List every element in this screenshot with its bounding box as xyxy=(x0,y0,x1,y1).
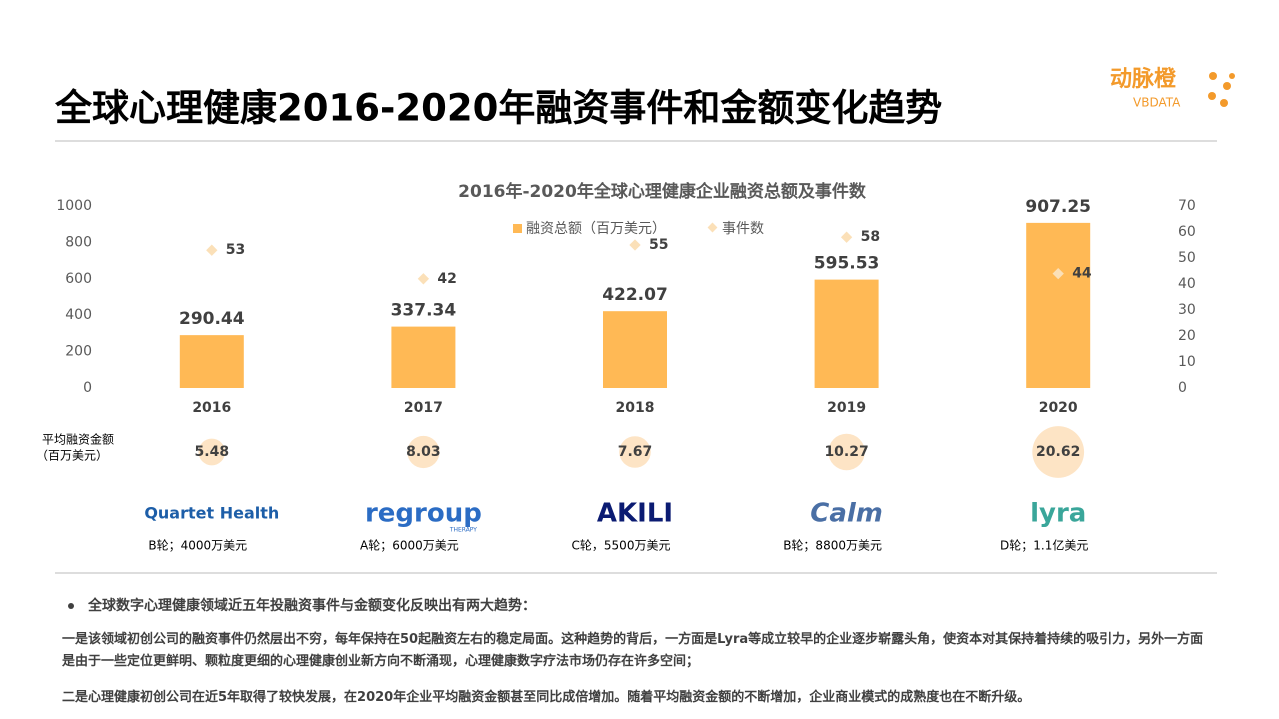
company-logo-sub: THERAPY xyxy=(449,527,477,534)
bullet-dot xyxy=(68,603,74,609)
avg-label: 平均融资金额 xyxy=(42,432,114,447)
y2-tick-label: 40 xyxy=(1178,276,1196,292)
x-tick-label: 2017 xyxy=(404,400,443,416)
company-round: B轮；8800万美元 xyxy=(783,539,882,553)
avg-bubble xyxy=(1032,426,1085,478)
y2-tick-label: 70 xyxy=(1178,198,1196,214)
avg-bubble xyxy=(198,438,226,466)
legend-swatch xyxy=(707,222,718,233)
event-value-label: 42 xyxy=(437,271,456,287)
avg-value-label: 5.48 xyxy=(195,444,230,460)
legend-swatch xyxy=(513,224,522,233)
avg-value-label: 10.27 xyxy=(824,444,868,460)
slide-title: 全球心理健康2016-2020年融资事件和金额变化趋势 xyxy=(54,87,942,130)
legend-label: 融资总额（百万美元） xyxy=(526,221,666,237)
bar-value-label: 290.44 xyxy=(179,309,245,329)
y2-tick-label: 60 xyxy=(1178,224,1196,240)
y-tick-label: 400 xyxy=(65,307,92,323)
company-round: C轮，5500万美元 xyxy=(572,539,671,553)
chart-title: 2016年-2020年全球心理健康企业融资总额及事件数 xyxy=(458,181,867,202)
company-logo: regroup xyxy=(365,499,482,529)
x-tick-label: 2020 xyxy=(1039,400,1078,416)
company-logo: AKILI xyxy=(597,499,673,529)
y2-tick-label: 30 xyxy=(1178,302,1196,318)
y2-tick-label: 0 xyxy=(1178,380,1187,396)
company-round: B轮；4000万美元 xyxy=(148,539,247,553)
avg-value-label: 7.67 xyxy=(618,444,653,460)
logo-cn: 动脉橙 xyxy=(1110,67,1177,92)
bullet-text: 全球数字心理健康领域近五年投融资事件与金额变化反映出有两大趋势： xyxy=(87,597,536,614)
event-value-label: 44 xyxy=(1072,266,1092,282)
event-marker xyxy=(206,244,218,256)
y2-tick-label: 20 xyxy=(1178,328,1196,344)
bar-value-label: 422.07 xyxy=(602,285,668,305)
event-marker xyxy=(1052,267,1064,280)
bar xyxy=(603,311,667,388)
avg-value-label: 20.62 xyxy=(1036,444,1080,460)
event-value-label: 58 xyxy=(861,229,880,245)
event-marker xyxy=(417,273,430,285)
company-round: A轮；6000万美元 xyxy=(360,539,459,553)
event-marker xyxy=(629,239,641,251)
bar xyxy=(391,326,456,388)
x-tick-label: 2018 xyxy=(616,400,655,416)
bar-value-label: 595.53 xyxy=(814,254,880,274)
x-tick-label: 2016 xyxy=(192,400,231,416)
y2-tick-label: 50 xyxy=(1178,250,1196,266)
y-tick-label: 0 xyxy=(83,380,92,396)
logo-icon xyxy=(1208,72,1235,107)
logo-en: VBDATA xyxy=(1133,96,1181,110)
legend-label: 事件数 xyxy=(722,221,764,237)
y-tick-label: 200 xyxy=(65,344,92,360)
y-tick-label: 1000 xyxy=(56,198,92,214)
avg-label: （百万美元） xyxy=(36,449,108,463)
avg-bubble xyxy=(407,435,440,469)
bar xyxy=(1026,222,1091,388)
bar xyxy=(814,279,879,388)
bar xyxy=(179,335,244,388)
company-logo: Quartet Health xyxy=(144,504,279,523)
company-logo: Calm xyxy=(810,499,883,529)
event-marker xyxy=(840,231,853,243)
y-tick-label: 600 xyxy=(65,271,92,287)
avg-bubble xyxy=(619,436,651,468)
bar-value-label: 337.34 xyxy=(391,301,457,321)
bar-value-label: 907.25 xyxy=(1025,197,1091,217)
company-logo: lyra xyxy=(1030,499,1086,529)
paragraph: 二是心理健康初创公司在近5年取得了较快发展，在2020年企业平均融资金额甚至同比… xyxy=(62,690,1031,705)
company-round: D轮；1.1亿美元 xyxy=(1000,538,1088,553)
paragraph: 一是该领域初创公司的融资事件仍然层出不穷，每年保持在50起融资左右的稳定局面。这… xyxy=(62,632,1204,669)
avg-bubble xyxy=(828,433,865,471)
event-value-label: 53 xyxy=(226,242,245,258)
avg-value-label: 8.03 xyxy=(406,444,441,460)
y-tick-label: 800 xyxy=(65,234,92,250)
y2-tick-label: 10 xyxy=(1178,354,1196,370)
x-tick-label: 2019 xyxy=(827,400,866,416)
event-value-label: 55 xyxy=(649,237,668,253)
